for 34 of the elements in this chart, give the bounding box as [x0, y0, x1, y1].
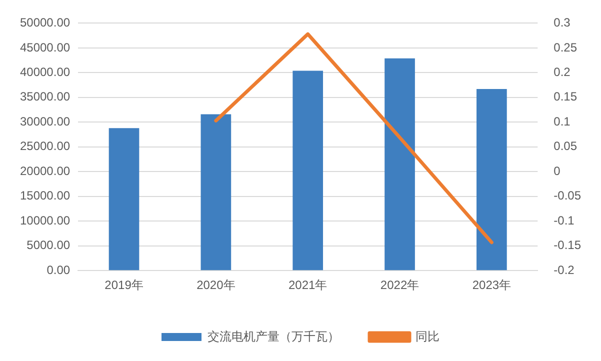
y2-tick-label: 0.3	[554, 16, 571, 30]
x-tick-label: 2022年	[380, 278, 420, 292]
y-tick-label: 0.00	[46, 262, 70, 277]
y2-tick-label: 0.1	[554, 114, 571, 128]
y-tick-label: 40000.00	[20, 64, 70, 79]
x-tick-label: 2021年	[288, 278, 328, 292]
y-tick-label: 15000.00	[20, 188, 70, 203]
bar	[476, 89, 507, 270]
y2-tick-label: 0.2	[554, 64, 571, 79]
x-tick-label: 2019年	[104, 278, 144, 292]
y2-tick-label: 0.05	[554, 139, 578, 154]
y-tick-label: 5000.00	[26, 238, 70, 252]
y2-tick-label: 0.15	[554, 90, 578, 104]
x-tick-label: 2023年	[472, 278, 512, 292]
legend-label: 交流电机产量（万千瓦）	[208, 329, 340, 344]
y-tick-label: 35000.00	[20, 90, 70, 104]
y-tick-label: 50000.00	[20, 16, 70, 30]
y-tick-label: 30000.00	[20, 114, 70, 128]
y-tick-label: 10000.00	[20, 213, 70, 228]
bar	[108, 128, 140, 270]
y2-tick-label: -0.15	[554, 238, 582, 252]
y2-tick-label: 0	[554, 164, 561, 178]
y2-tick-label: 0.25	[554, 40, 578, 54]
y2-tick-label: -0.1	[554, 213, 575, 228]
y-tick-label: 45000.00	[20, 40, 70, 54]
bar	[292, 70, 324, 270]
y2-tick-label: -0.05	[554, 188, 582, 203]
y-tick-label: 25000.00	[20, 139, 70, 154]
legend-label: 同比	[416, 329, 440, 344]
y2-tick-label: -0.2	[554, 262, 575, 277]
x-tick-label: 2020年	[196, 278, 236, 292]
y-tick-label: 20000.00	[20, 164, 70, 178]
bar	[384, 58, 415, 270]
bar	[200, 114, 232, 270]
